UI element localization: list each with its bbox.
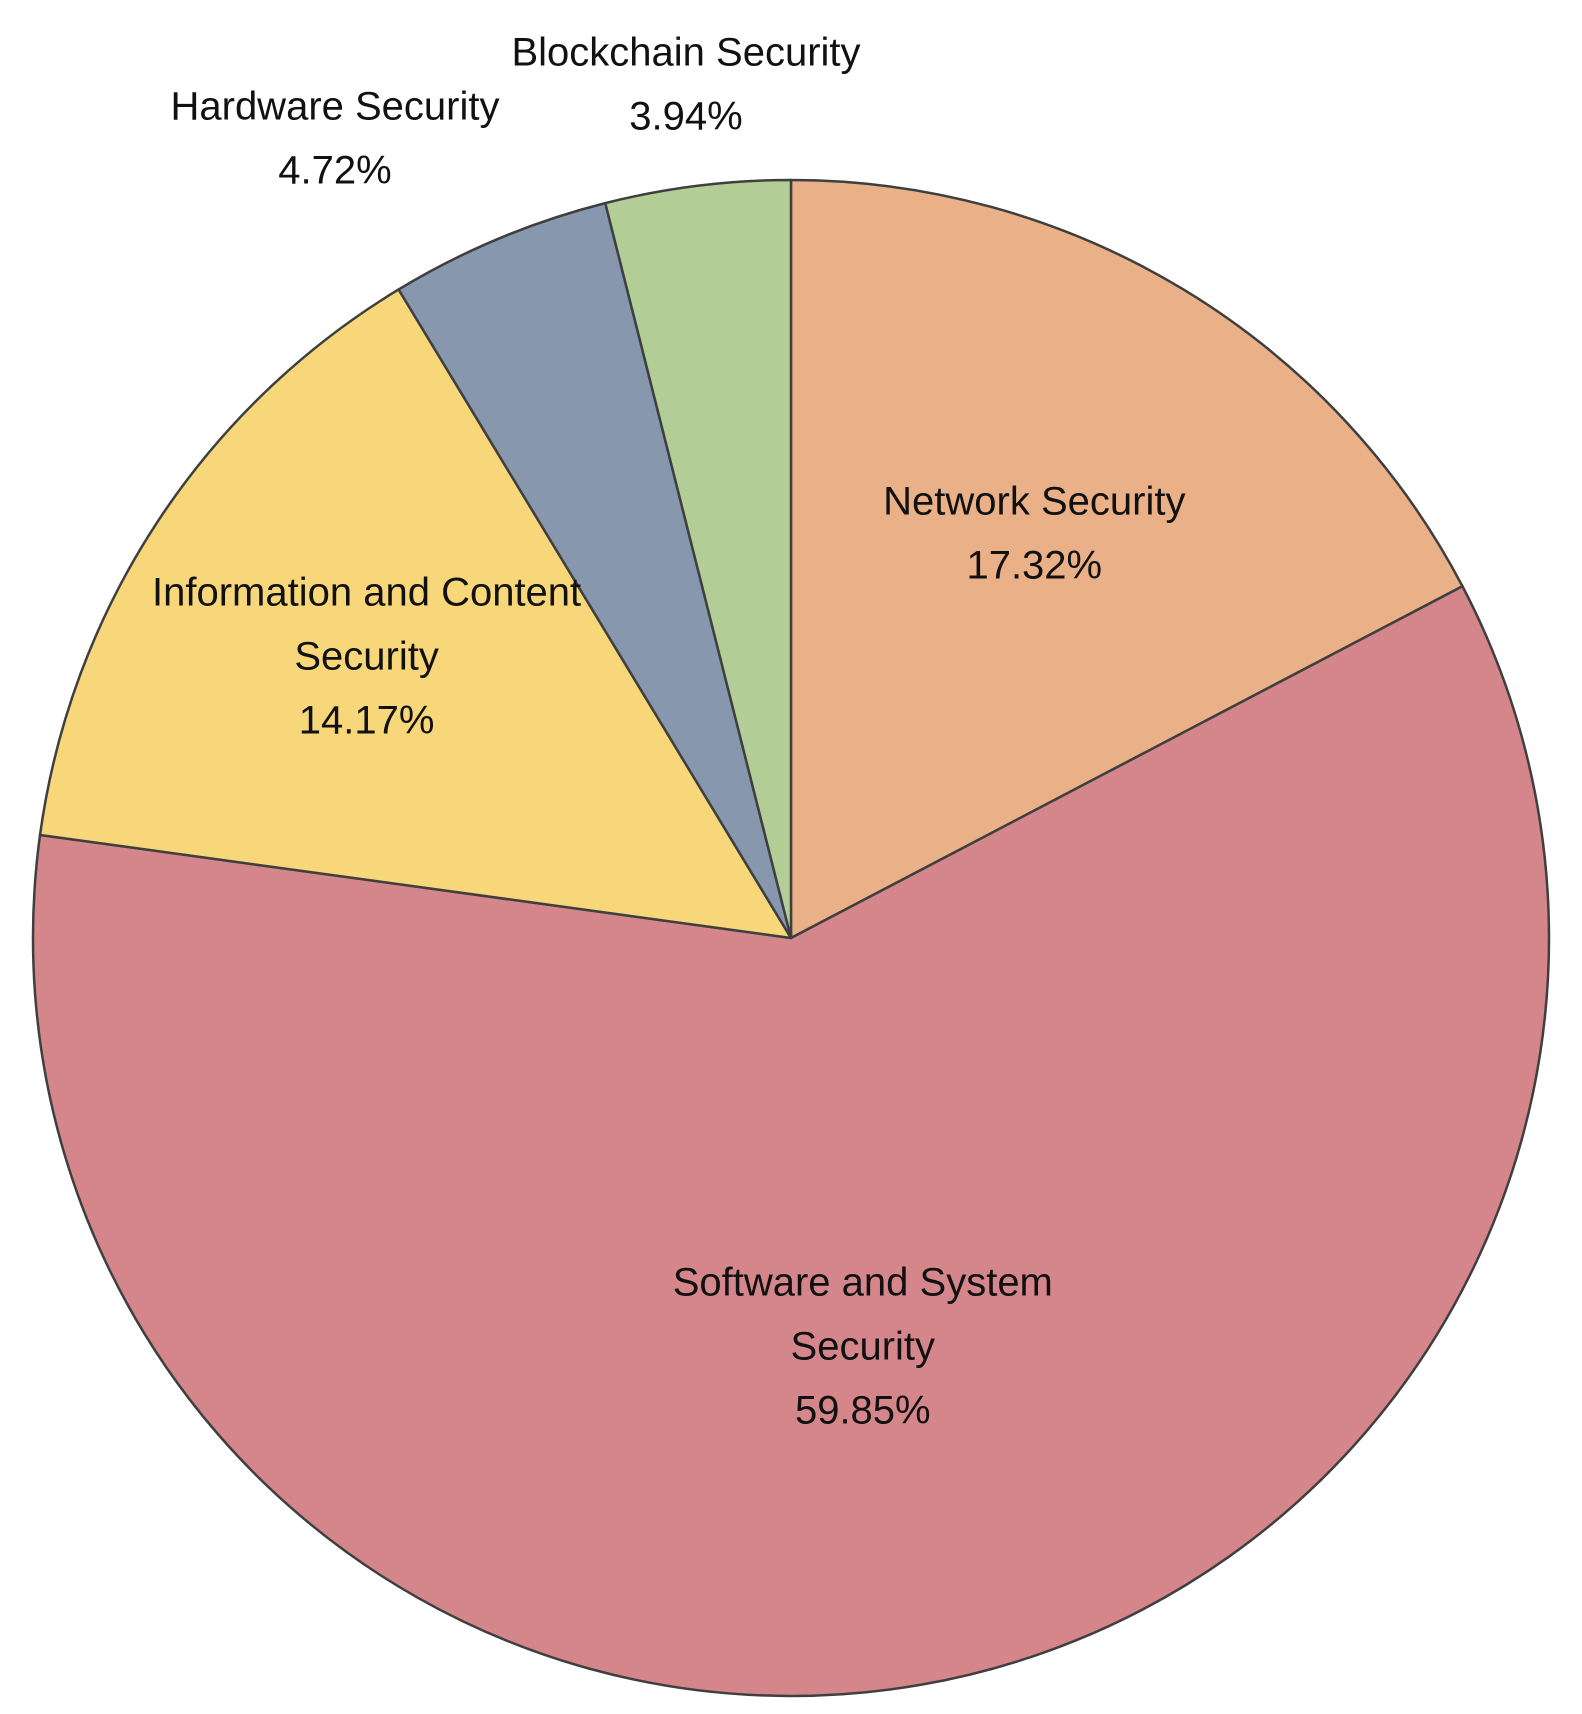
slice-name-label: Information and Content <box>152 571 581 615</box>
slice-name-label: Security <box>791 1324 936 1368</box>
pie-labels: Network Security 17.32% Software and Syste… <box>152 31 1185 1433</box>
slice-value-label: 59.85% <box>795 1388 931 1432</box>
slice-value-label: 14.17% <box>299 699 435 743</box>
slice-label-information-and-content-security: Information and Content Security 14.17% <box>152 571 581 743</box>
slice-name-label: Software and System <box>673 1260 1053 1304</box>
slice-name-label: Hardware Security <box>170 85 499 129</box>
pie-slices <box>31 178 1551 1698</box>
slice-value-label: 3.94% <box>629 95 742 139</box>
pie-slice-hardware-security <box>397 201 793 940</box>
slice-value-label: 17.32% <box>966 543 1102 587</box>
pie-slice-software-and-system-security <box>31 585 1551 1698</box>
slice-label-hardware-security: Hardware Security 4.72% <box>170 85 499 193</box>
slice-name-label: Blockchain Security <box>511 31 860 75</box>
pie-slice-information-and-content-security <box>38 288 793 940</box>
slice-label-network-security: Network Security 17.32% <box>883 479 1185 587</box>
slice-label-software-and-system-security: Software and System Security 59.85% <box>673 1260 1053 1432</box>
pie-slice-network-security <box>789 178 1464 940</box>
slice-name-label: Security <box>294 635 439 679</box>
slice-name-label: Network Security <box>883 479 1185 523</box>
pie-slice-blockchain-security <box>604 178 793 940</box>
slice-label-blockchain-security: Blockchain Security 3.94% <box>511 31 860 139</box>
slice-value-label: 4.72% <box>278 149 391 193</box>
